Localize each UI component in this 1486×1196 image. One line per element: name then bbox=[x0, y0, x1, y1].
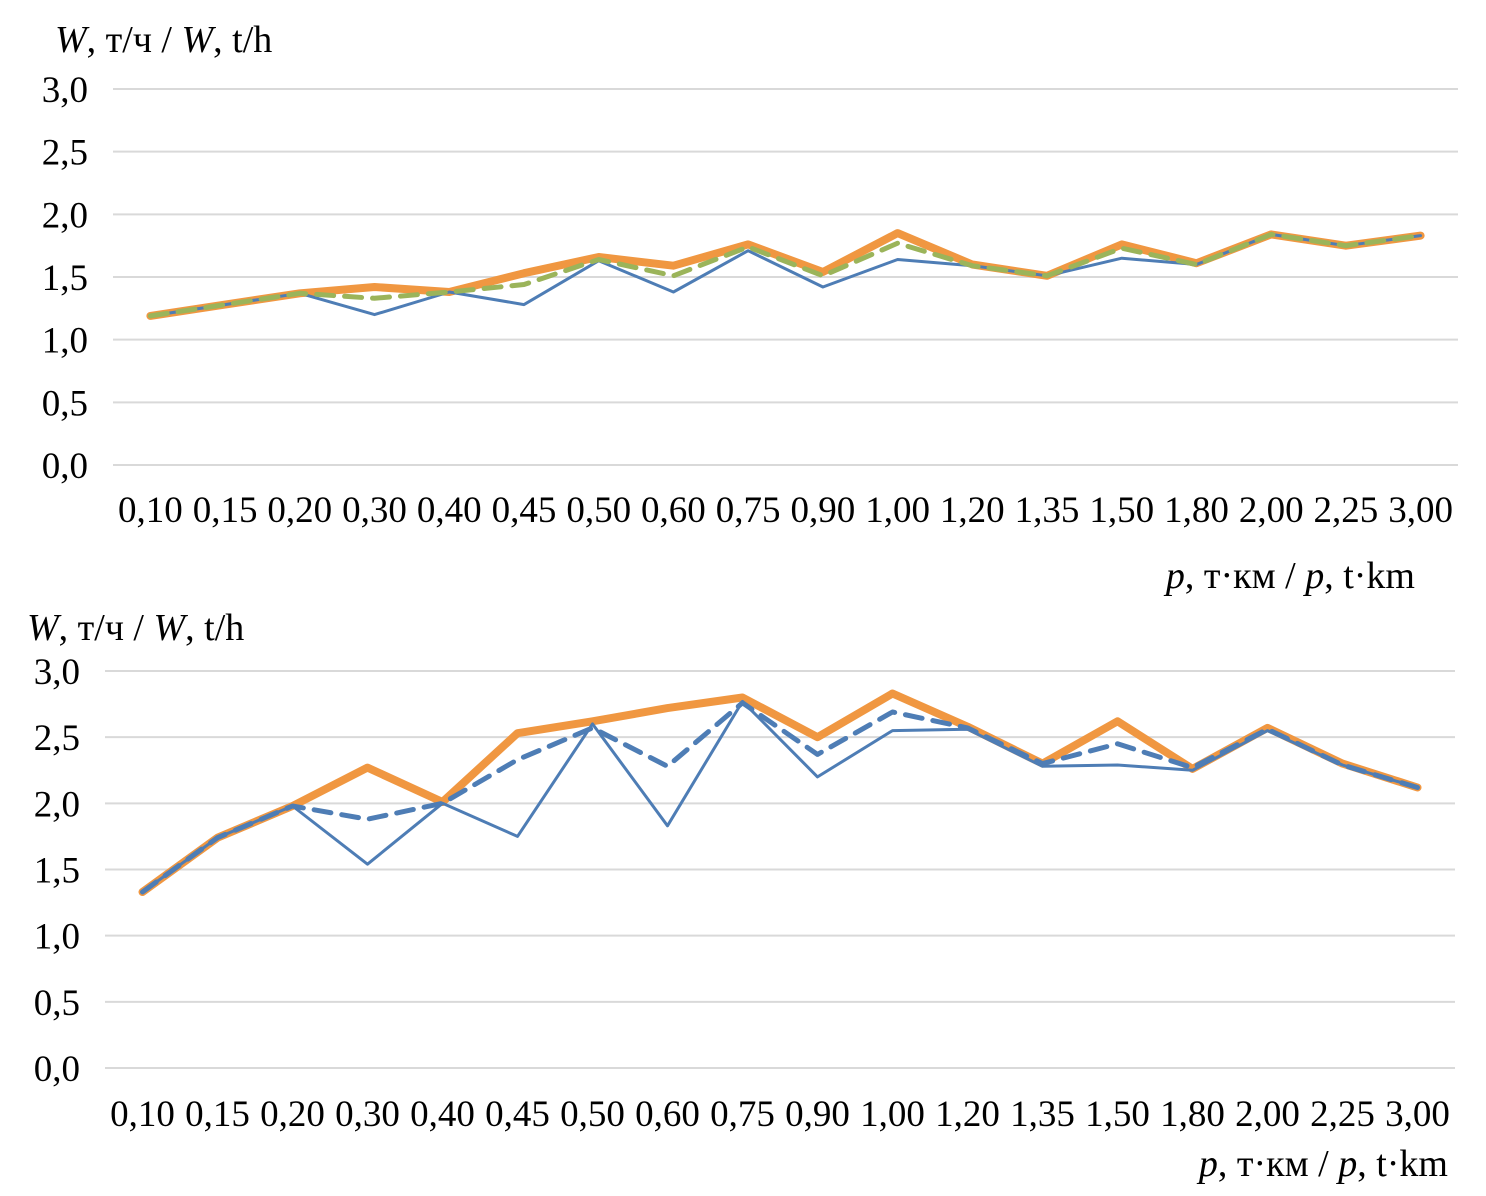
y-tick-label: 1,0 bbox=[34, 917, 80, 958]
x-tick-label: 0,50 bbox=[560, 1094, 625, 1135]
y-axis-symbol: W bbox=[153, 607, 186, 649]
x-tick-label: 0,50 bbox=[566, 490, 631, 531]
x-tick-label: 0,15 bbox=[193, 490, 258, 531]
y-tick-label: 2,0 bbox=[34, 784, 80, 825]
x-tick-label: 0,40 bbox=[417, 490, 482, 531]
y-tick-label: 0,0 bbox=[34, 1049, 80, 1090]
y-axis-units: , т/ч / bbox=[86, 19, 182, 61]
bottom-chart-x-axis-title: p, т·км / p, t·km bbox=[1198, 1143, 1448, 1186]
x-tick-label: 2,00 bbox=[1235, 1094, 1300, 1135]
x-tick-label: 0,60 bbox=[641, 490, 706, 531]
y-tick-label: 1,5 bbox=[34, 851, 80, 892]
y-axis-units: , т/ч / bbox=[58, 607, 154, 649]
x-tick-label: 2,00 bbox=[1239, 490, 1304, 531]
y-axis-symbol: W bbox=[27, 607, 59, 649]
x-axis-symbol: p bbox=[1305, 555, 1325, 597]
x-axis-units: , t·km bbox=[1324, 555, 1415, 597]
x-tick-label: 0,60 bbox=[635, 1094, 700, 1135]
x-tick-label: 0,20 bbox=[260, 1094, 325, 1135]
x-tick-label: 1,50 bbox=[1085, 1094, 1150, 1135]
y-axis-units: , t/h bbox=[213, 19, 273, 61]
x-tick-label: 1,35 bbox=[1010, 1094, 1075, 1135]
x-tick-label: 3,00 bbox=[1388, 490, 1453, 531]
x-tick-label: 0,30 bbox=[342, 490, 407, 531]
y-axis-units: , t/h bbox=[185, 607, 245, 649]
x-tick-label: 1,35 bbox=[1015, 490, 1080, 531]
x-tick-label: 1,80 bbox=[1164, 490, 1229, 531]
x-axis-units: , т·км / bbox=[1184, 555, 1306, 597]
x-tick-label: 0,40 bbox=[410, 1094, 475, 1135]
series-line-thick-orange-solid bbox=[138, 689, 1422, 896]
y-axis-symbol: W bbox=[181, 19, 214, 61]
x-tick-label: 1,50 bbox=[1089, 490, 1154, 531]
x-tick-label: 0,75 bbox=[710, 1094, 775, 1135]
series-line-thin-blue-solid bbox=[141, 699, 1419, 894]
x-axis-symbol: p bbox=[1338, 1143, 1358, 1185]
x-tick-label: 1,80 bbox=[1160, 1094, 1225, 1135]
x-axis-units: , t·km bbox=[1357, 1143, 1448, 1185]
x-tick-label: 0,30 bbox=[335, 1094, 400, 1135]
x-tick-label: 1,00 bbox=[865, 490, 930, 531]
y-tick-label: 0,5 bbox=[34, 983, 80, 1024]
y-tick-label: 3,0 bbox=[34, 652, 80, 693]
top-chart-y-axis-title: W, т/ч / W, t/h bbox=[55, 19, 273, 62]
top-chart-x-axis-title: p, т·км / p, t·km bbox=[1165, 555, 1415, 598]
y-tick-label: 2,0 bbox=[42, 195, 88, 236]
x-tick-label: 0,75 bbox=[716, 490, 781, 531]
x-tick-label: 0,90 bbox=[785, 1094, 850, 1135]
y-tick-label: 0,5 bbox=[42, 383, 88, 424]
x-axis-symbol: p bbox=[1198, 1143, 1218, 1185]
x-axis-units: , т·км / bbox=[1217, 1143, 1339, 1185]
x-tick-label: 3,00 bbox=[1385, 1094, 1450, 1135]
y-tick-label: 0,0 bbox=[42, 446, 88, 487]
y-tick-label: 1,5 bbox=[42, 258, 88, 299]
x-tick-label: 0,10 bbox=[118, 490, 183, 531]
y-axis-symbol: W bbox=[55, 19, 87, 61]
top-chart: 3,02,52,01,51,00,50,00,10 0,15 0,20 0,30 0,4… bbox=[42, 70, 1458, 531]
y-tick-label: 3,0 bbox=[42, 70, 88, 111]
x-tick-label: 2,25 bbox=[1314, 490, 1379, 531]
y-tick-label: 2,5 bbox=[34, 718, 80, 759]
x-axis-symbol: p bbox=[1165, 555, 1185, 597]
x-tick-label: 0,15 bbox=[185, 1094, 250, 1135]
y-tick-label: 1,0 bbox=[42, 321, 88, 362]
x-tick-label: 0,10 bbox=[110, 1094, 175, 1135]
series-line-blue-dashed bbox=[140, 700, 1420, 895]
series-line-green-dashed bbox=[147, 231, 1424, 319]
bottom-chart-y-axis-title: W, т/ч / W, t/h bbox=[27, 607, 245, 650]
x-tick-label: 1,00 bbox=[860, 1094, 925, 1135]
x-tick-label: 0,90 bbox=[790, 490, 855, 531]
x-tick-label: 1,20 bbox=[935, 1094, 1000, 1135]
x-tick-label: 0,45 bbox=[492, 490, 557, 531]
x-tick-label: 1,20 bbox=[940, 490, 1005, 531]
x-tick-label: 0,20 bbox=[267, 490, 332, 531]
x-tick-label: 2,25 bbox=[1310, 1094, 1375, 1135]
x-tick-label: 0,45 bbox=[485, 1094, 550, 1135]
bottom-chart: 3,02,52,01,51,00,50,00,10 0,15 0,20 0,30 0,4… bbox=[34, 652, 1455, 1135]
y-tick-label: 2,5 bbox=[42, 133, 88, 174]
